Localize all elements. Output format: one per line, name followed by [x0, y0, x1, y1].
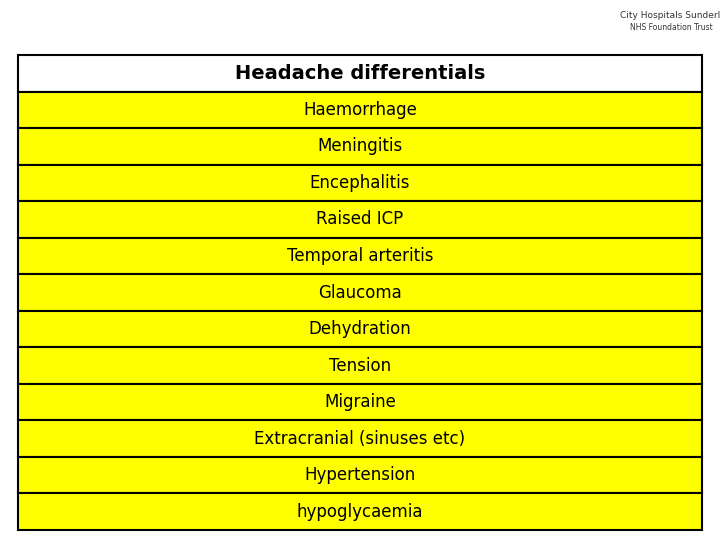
Bar — [18, 238, 702, 274]
Bar — [18, 494, 702, 530]
Bar — [18, 55, 702, 92]
Text: Meningitis: Meningitis — [318, 137, 402, 156]
Text: Migraine: Migraine — [324, 393, 396, 411]
Text: Glaucoma: Glaucoma — [318, 284, 402, 301]
Text: Dehydration: Dehydration — [309, 320, 411, 338]
Bar — [18, 457, 702, 494]
Bar — [18, 384, 702, 420]
Text: Raised ICP: Raised ICP — [316, 211, 404, 228]
Bar — [18, 310, 702, 347]
Text: City Hospitals Sunderland: City Hospitals Sunderland — [620, 10, 720, 19]
Bar — [18, 347, 702, 384]
Text: Encephalitis: Encephalitis — [310, 174, 410, 192]
Text: Temporal arteritis: Temporal arteritis — [287, 247, 433, 265]
Text: Headache differentials: Headache differentials — [235, 64, 485, 83]
Bar — [18, 274, 702, 310]
Bar — [18, 201, 702, 238]
Text: hypoglycaemia: hypoglycaemia — [297, 503, 423, 521]
Text: Extracranial (sinuses etc): Extracranial (sinuses etc) — [254, 430, 466, 448]
Text: Tension: Tension — [329, 356, 391, 375]
Bar — [18, 165, 702, 201]
Bar — [18, 92, 702, 128]
Text: Haemorrhage: Haemorrhage — [303, 101, 417, 119]
Text: NHS Foundation Trust: NHS Foundation Trust — [630, 24, 713, 32]
Bar — [18, 128, 702, 165]
Text: Hypertension: Hypertension — [305, 466, 415, 484]
Bar — [18, 420, 702, 457]
